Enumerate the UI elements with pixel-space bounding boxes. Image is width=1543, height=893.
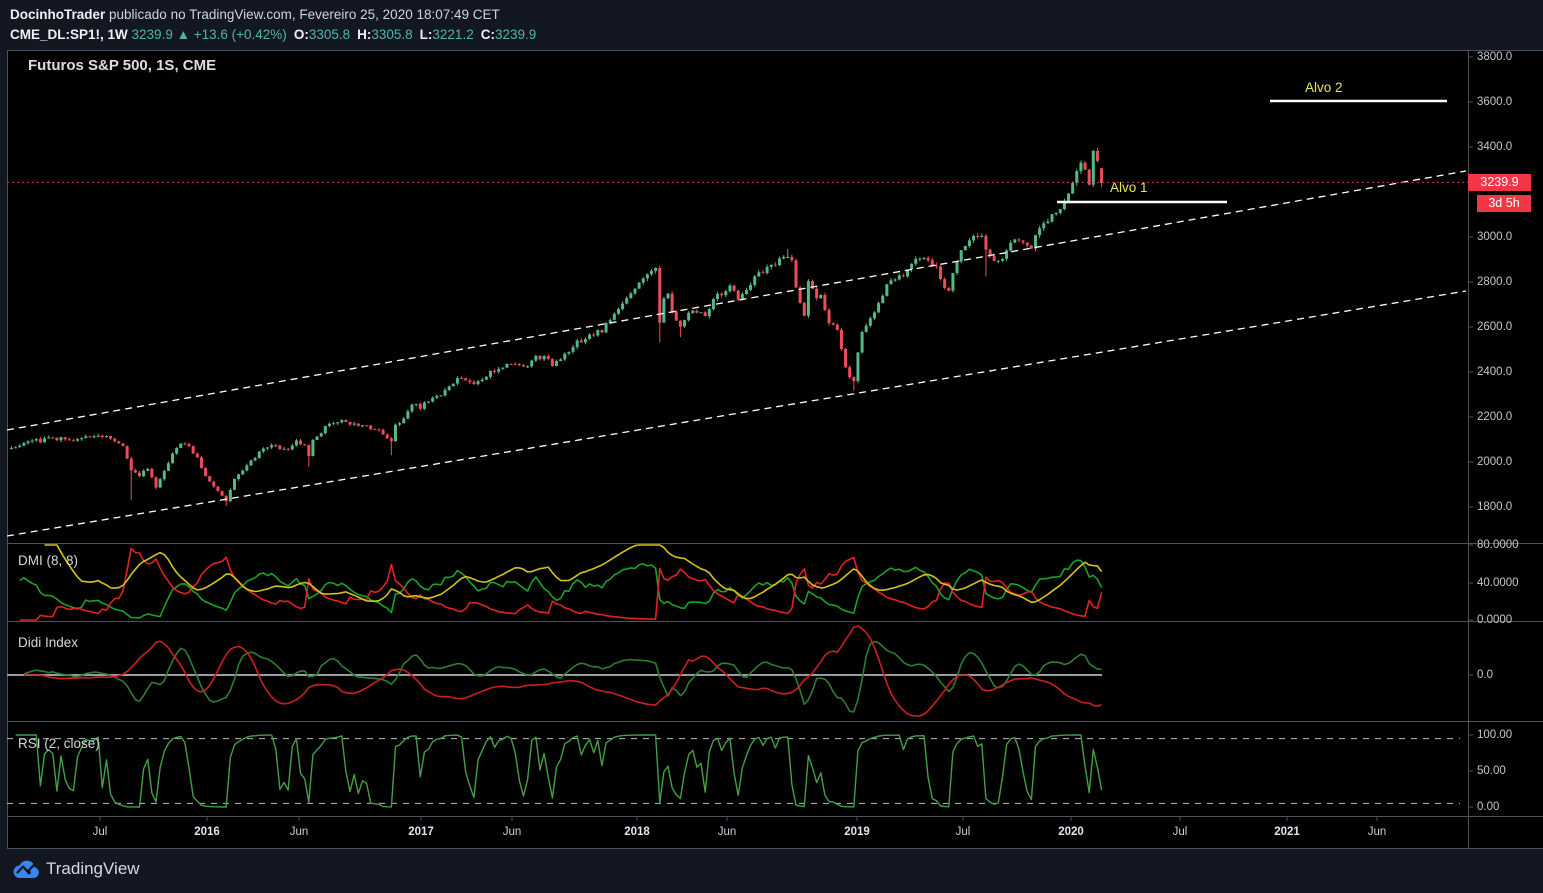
price-axis-label: 2000.0 bbox=[1477, 456, 1513, 468]
footer-bar: TradingView bbox=[0, 849, 1543, 893]
candlestick-series bbox=[10, 147, 1104, 507]
publish-info-line: DocinhoTrader publicado no TradingView.c… bbox=[10, 5, 536, 25]
brand-name[interactable]: TradingView bbox=[46, 859, 140, 878]
channel-upper-line bbox=[6, 170, 1467, 431]
low-label: L: bbox=[419, 27, 433, 42]
author-name: DocinhoTrader bbox=[10, 7, 106, 22]
open-label: O: bbox=[293, 27, 309, 42]
symbol-name[interactable]: CME_DL:SP1!, 1W bbox=[10, 27, 128, 42]
price-axis-label: 2400.0 bbox=[1477, 366, 1513, 378]
time-axis-label: 2016 bbox=[194, 826, 220, 838]
chart-title: Futuros S&P 500, 1S, CME bbox=[28, 57, 217, 74]
didi-long-line bbox=[23, 625, 1102, 717]
time-axis-label: Jun bbox=[717, 826, 737, 838]
didi-pane-label[interactable]: Didi Index bbox=[18, 635, 79, 650]
publish-text: publicado no TradingView.com, Fevereiro … bbox=[105, 7, 500, 22]
rsi-series bbox=[15, 734, 1103, 808]
high-label: H: bbox=[357, 27, 372, 42]
time-axis-label: 2020 bbox=[1058, 826, 1084, 838]
up-arrow-icon: ▲ bbox=[176, 27, 190, 42]
price-axis-label: 3600.0 bbox=[1477, 96, 1513, 108]
dmi-axis-label: 40.0000 bbox=[1477, 577, 1519, 589]
alvo2-target-label[interactable]: Alvo 2 bbox=[1305, 80, 1343, 95]
dmi-minus-di-line bbox=[19, 547, 1103, 621]
dmi-axis-label: 80.0000 bbox=[1477, 539, 1519, 551]
time-axis-label: Jul bbox=[92, 826, 108, 838]
dmi-axis-label: 0.0000 bbox=[1477, 614, 1513, 626]
time-axis-label: Jun bbox=[1367, 826, 1387, 838]
bar-countdown-badge: 3d 5h bbox=[1477, 195, 1531, 212]
price-axis-label: 3400.0 bbox=[1477, 141, 1513, 153]
rsi-axis-label: 0.00 bbox=[1477, 801, 1500, 813]
trendline-drawings[interactable] bbox=[6, 99, 1468, 537]
price-axis-label: 3000.0 bbox=[1477, 231, 1513, 243]
pane-borders bbox=[7, 50, 1543, 849]
close-value: 3239.9 bbox=[494, 27, 537, 42]
didi-series bbox=[23, 625, 1102, 717]
symbol-quote-line: CME_DL:SP1!, 1W 3239.9 ▲ +13.6 (+0.42%) O… bbox=[10, 25, 536, 45]
rsi-pane-label[interactable]: RSI (2, close) bbox=[18, 736, 100, 751]
time-axis-label: 2021 bbox=[1274, 826, 1300, 838]
dmi-adx-line bbox=[44, 544, 1103, 604]
high-value: 3305.8 bbox=[371, 27, 413, 42]
dmi-plus-di-line bbox=[19, 559, 1103, 619]
alvo1-target-label[interactable]: Alvo 1 bbox=[1110, 180, 1148, 195]
current-price-badge: 3239.9 bbox=[1468, 174, 1531, 191]
time-axis-label: 2019 bbox=[844, 826, 870, 838]
price-change: +13.6 (+0.42%) bbox=[193, 27, 287, 42]
snapshot-header: DocinhoTrader publicado no TradingView.c… bbox=[10, 5, 536, 45]
close-label: C: bbox=[480, 27, 495, 42]
dmi-pane-label[interactable]: DMI (8, 8) bbox=[18, 553, 79, 568]
time-axis-label: Jul bbox=[955, 826, 971, 838]
last-price: 3239.9 bbox=[131, 27, 173, 42]
time-axis-label: Jun bbox=[502, 826, 522, 838]
price-axis-label: 2800.0 bbox=[1477, 276, 1513, 288]
dmi-series bbox=[19, 544, 1103, 621]
price-axis-label: 2600.0 bbox=[1477, 321, 1513, 333]
time-axis-label: Jun bbox=[289, 826, 309, 838]
axis-ticks bbox=[99, 56, 1473, 821]
didi-axis-label: 0.0 bbox=[1477, 669, 1493, 681]
rsi-axis-label: 100.00 bbox=[1477, 729, 1513, 741]
low-value: 3221.2 bbox=[432, 27, 474, 42]
rsi-axis-label: 50.00 bbox=[1477, 765, 1506, 777]
price-axis-label: 2200.0 bbox=[1477, 411, 1513, 423]
open-value: 3305.8 bbox=[308, 27, 351, 42]
tradingview-logo-icon[interactable] bbox=[13, 858, 41, 880]
rsi-line bbox=[15, 734, 1103, 808]
price-axis-label: 3800.0 bbox=[1477, 51, 1513, 63]
price-axis-label: 1800.0 bbox=[1477, 501, 1513, 513]
time-axis-label: 2018 bbox=[624, 826, 650, 838]
time-axis-label: 2017 bbox=[408, 826, 434, 838]
time-axis-label: Jul bbox=[1172, 826, 1188, 838]
channel-lower-line bbox=[6, 290, 1467, 537]
